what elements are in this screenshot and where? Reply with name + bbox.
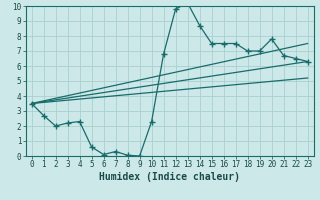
- X-axis label: Humidex (Indice chaleur): Humidex (Indice chaleur): [99, 172, 240, 182]
